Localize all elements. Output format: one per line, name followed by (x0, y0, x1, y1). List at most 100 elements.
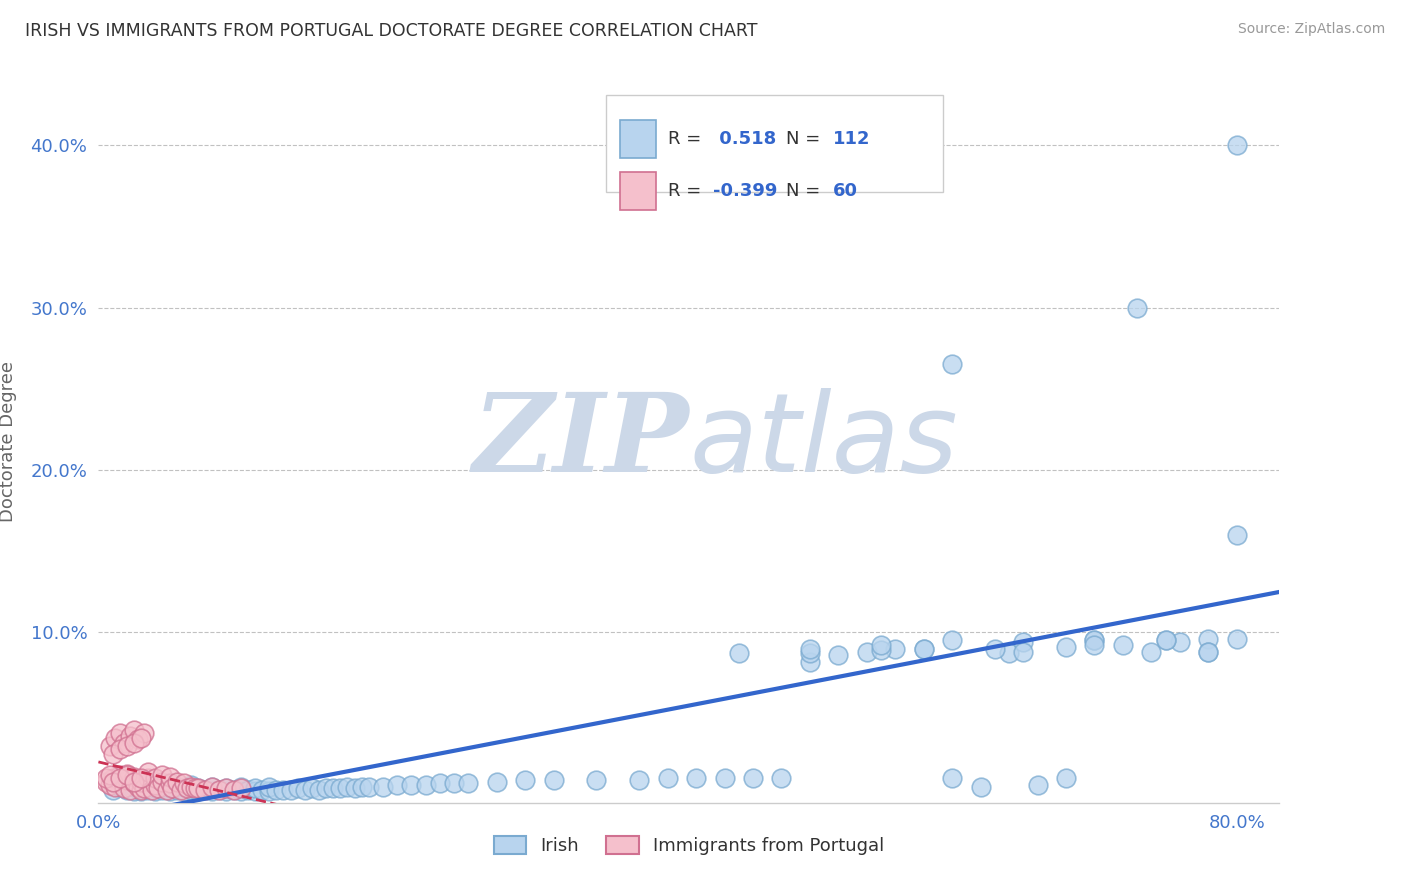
Point (250, 782, 273, 797)
Point (371, 780, 394, 794)
Point (159, 770, 181, 784)
Point (856, 645, 879, 659)
Text: IRISH VS IMMIGRANTS FROM PORTUGAL DOCTORATE DEGREE CORRELATION CHART: IRISH VS IMMIGRANTS FROM PORTUGAL DOCTOR… (25, 22, 758, 40)
Point (122, 776, 145, 790)
Point (350, 780, 373, 794)
FancyBboxPatch shape (620, 120, 655, 158)
Point (827, 648, 849, 662)
Point (98, 739, 121, 753)
Point (101, 782, 124, 797)
Point (115, 773, 138, 788)
Point (870, 638, 893, 652)
Point (129, 784, 152, 798)
Point (201, 780, 224, 794)
Point (94, 772, 117, 786)
Point (136, 782, 159, 797)
Point (173, 780, 195, 794)
Point (115, 739, 138, 753)
Point (173, 784, 195, 798)
Point (515, 773, 537, 788)
Point (108, 768, 131, 782)
Point (1012, 635, 1035, 649)
Point (243, 781, 266, 796)
Point (287, 781, 309, 796)
Point (941, 772, 963, 786)
Point (159, 776, 181, 790)
Point (94, 774, 117, 789)
Point (1026, 778, 1049, 792)
Point (485, 774, 508, 789)
Point (127, 732, 149, 747)
Point (176, 781, 198, 796)
Point (294, 782, 316, 797)
Point (727, 647, 749, 661)
Point (166, 782, 188, 797)
Point (136, 764, 159, 779)
Text: R =: R = (668, 130, 707, 148)
Point (104, 731, 127, 745)
Point (912, 641, 935, 656)
Point (998, 647, 1021, 661)
Point (713, 772, 735, 786)
Point (941, 633, 963, 648)
Point (118, 782, 141, 797)
Point (1226, 138, 1249, 153)
Point (136, 778, 159, 792)
Point (243, 784, 266, 798)
Point (628, 773, 651, 788)
Point (1154, 633, 1177, 648)
Point (1226, 528, 1249, 542)
Point (132, 781, 155, 796)
Point (129, 776, 152, 790)
Point (132, 726, 155, 740)
Point (1154, 633, 1177, 648)
Point (329, 781, 352, 796)
Point (1012, 645, 1035, 659)
Point (162, 781, 184, 796)
Point (108, 726, 131, 740)
Point (984, 641, 1007, 656)
Point (799, 641, 821, 656)
Point (156, 782, 179, 797)
Point (108, 742, 131, 756)
Point (141, 782, 163, 797)
Point (143, 776, 166, 790)
Point (143, 781, 166, 796)
Point (257, 780, 280, 794)
Point (143, 784, 166, 798)
Point (1083, 633, 1105, 648)
Point (229, 784, 252, 798)
Point (98, 768, 121, 782)
Point (170, 782, 193, 797)
Point (194, 782, 217, 797)
Point (152, 780, 174, 794)
Text: Source: ZipAtlas.com: Source: ZipAtlas.com (1237, 22, 1385, 37)
Point (343, 781, 366, 796)
Point (201, 784, 224, 798)
Point (122, 784, 145, 798)
Point (1083, 638, 1105, 652)
Point (222, 782, 245, 797)
Point (870, 643, 893, 657)
Point (108, 772, 131, 786)
Point (322, 781, 344, 796)
Point (280, 782, 302, 797)
Point (941, 358, 963, 372)
Point (104, 780, 127, 794)
Point (173, 776, 195, 790)
Point (201, 780, 224, 794)
Point (336, 780, 359, 794)
Point (122, 780, 145, 794)
Point (657, 772, 679, 786)
Point (180, 780, 202, 794)
Point (129, 782, 152, 797)
Point (166, 774, 188, 789)
Text: N =: N = (786, 130, 825, 148)
Point (129, 731, 152, 745)
Point (184, 781, 207, 796)
Point (152, 774, 174, 789)
Text: atlas: atlas (689, 388, 957, 495)
FancyBboxPatch shape (606, 95, 943, 193)
Point (387, 778, 409, 792)
Point (308, 782, 330, 797)
